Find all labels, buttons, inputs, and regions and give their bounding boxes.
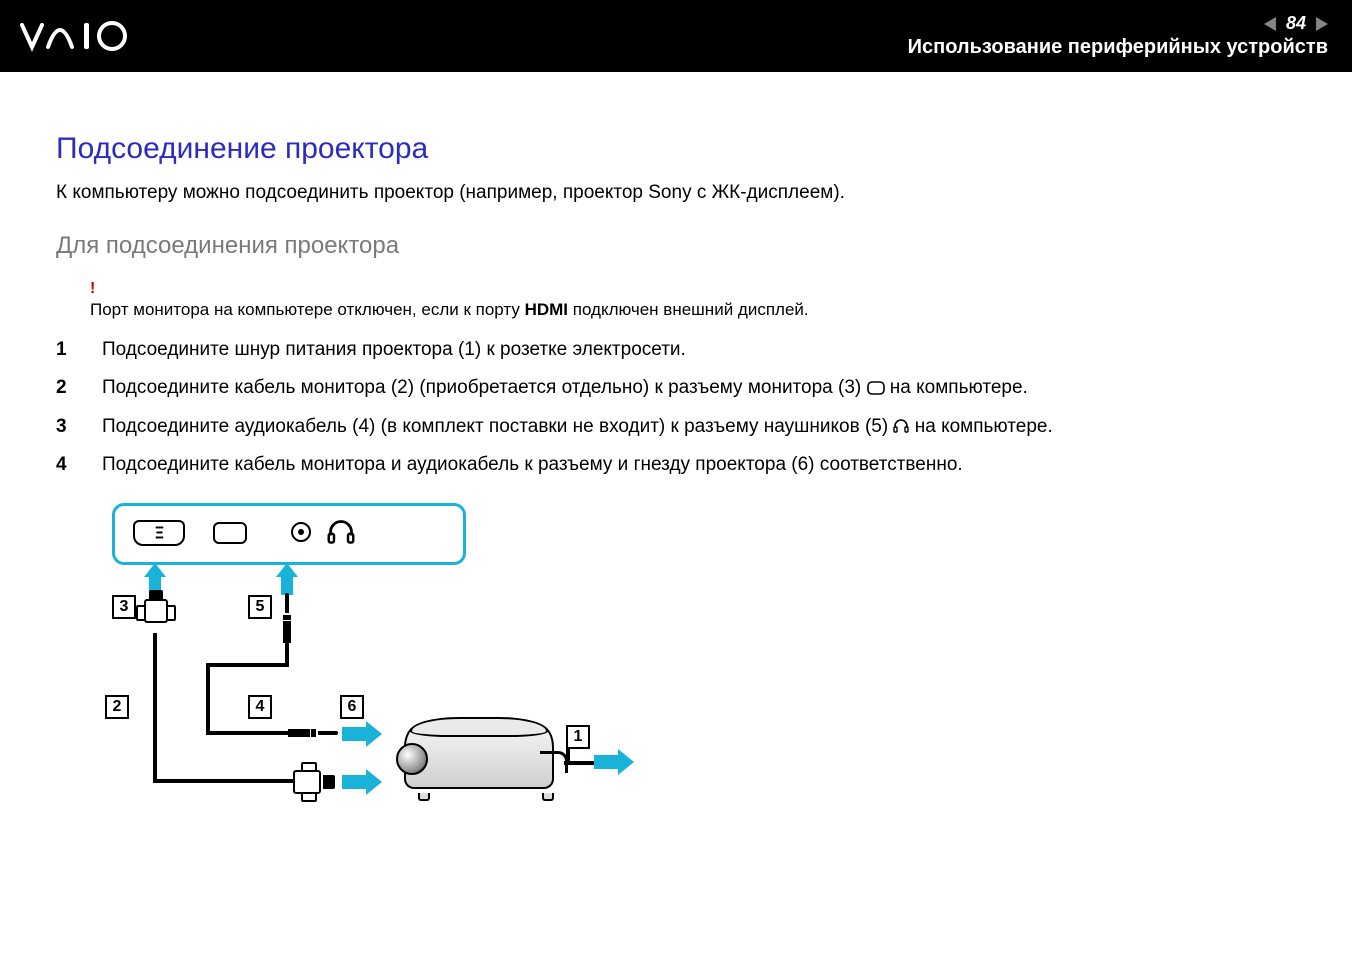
prev-page-icon[interactable] — [1264, 17, 1276, 31]
cable-line — [206, 663, 210, 733]
arrow-up-icon — [276, 563, 298, 595]
aux-port-icon — [291, 522, 311, 542]
step-text: Подсоедините аудиокабель (4) (в комплект… — [102, 416, 1053, 437]
next-page-icon[interactable] — [1316, 17, 1328, 31]
warning-strong: HDMI — [525, 300, 568, 319]
callout-3: 3 — [112, 595, 136, 619]
step-item: Подсоедините шнур питания проектора (1) … — [56, 334, 1296, 366]
warning-icon: ! — [90, 280, 1296, 298]
headphone-port-icon — [327, 518, 355, 546]
step-item: Подсоедините аудиокабель (4) (в комплект… — [56, 411, 1296, 443]
projector-icon — [396, 717, 566, 799]
cable-line — [206, 663, 289, 667]
pager: 84 — [908, 13, 1328, 34]
section-title: Использование периферийных устройств — [908, 36, 1328, 59]
callout-2: 2 — [105, 695, 129, 719]
arrow-right-icon — [342, 721, 382, 747]
monitor-port-icon — [867, 381, 885, 395]
warning-post: подключен внешний дисплей. — [568, 300, 809, 319]
callout-4: 4 — [248, 695, 272, 719]
callout-6: 6 — [340, 695, 364, 719]
audio-jack-icon — [288, 729, 338, 737]
headphones-icon — [893, 418, 909, 434]
page-number: 84 — [1286, 13, 1306, 34]
page-content: Подсоединение проектора К компьютеру мож… — [0, 72, 1352, 843]
page-title: Подсоединение проектора — [56, 132, 1296, 166]
vga-port-icon: •••••••••••••• — [133, 520, 185, 546]
step-text: Подсоедините шнур питания проектора (1) … — [102, 339, 686, 360]
vga-connector-icon — [138, 599, 174, 633]
hdmi-port-icon — [213, 522, 247, 544]
step-text: Подсоедините кабель монитора и аудиокабе… — [102, 454, 963, 475]
warning-block: ! Порт монитора на компьютере отключен, … — [90, 280, 1296, 320]
connection-diagram: •••••••••••••• 3 5 2 4 6 — [96, 503, 696, 843]
step-item: Подсоедините кабель монитора (2) (приобр… — [56, 372, 1296, 404]
cable-line — [206, 731, 288, 735]
arrow-right-icon — [342, 769, 382, 795]
callout-1: 1 — [566, 725, 590, 749]
step-text: Подсоедините кабель монитора (2) (приобр… — [102, 377, 1028, 398]
callout-5: 5 — [248, 595, 272, 619]
intro-text: К компьютеру можно подсоединить проектор… — [56, 182, 1296, 204]
vga-connector-icon — [293, 765, 335, 799]
cable-line — [564, 761, 594, 765]
arrow-right-icon — [594, 749, 634, 775]
steps-list: Подсоедините шнур питания проектора (1) … — [56, 334, 1296, 481]
header-right: 84 Использование периферийных устройств — [908, 13, 1328, 59]
audio-jack-icon — [283, 593, 291, 643]
vaio-logo — [20, 19, 170, 53]
computer-port-panel: •••••••••••••• — [112, 503, 466, 565]
warning-pre: Порт монитора на компьютере отключен, ес… — [90, 300, 525, 319]
warning-text: Порт монитора на компьютере отключен, ес… — [90, 300, 809, 319]
cable-line — [153, 779, 293, 783]
step-item: Подсоедините кабель монитора и аудиокабе… — [56, 449, 1296, 481]
cable-line — [153, 633, 157, 781]
header-bar: 84 Использование периферийных устройств — [0, 0, 1352, 72]
cable-line — [285, 643, 289, 665]
subheading: Для подсоединения проектора — [56, 232, 1296, 260]
